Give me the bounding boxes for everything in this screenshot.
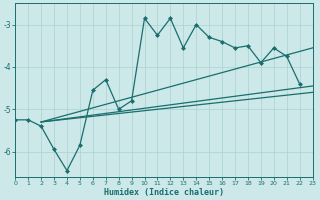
X-axis label: Humidex (Indice chaleur): Humidex (Indice chaleur) (104, 188, 224, 197)
